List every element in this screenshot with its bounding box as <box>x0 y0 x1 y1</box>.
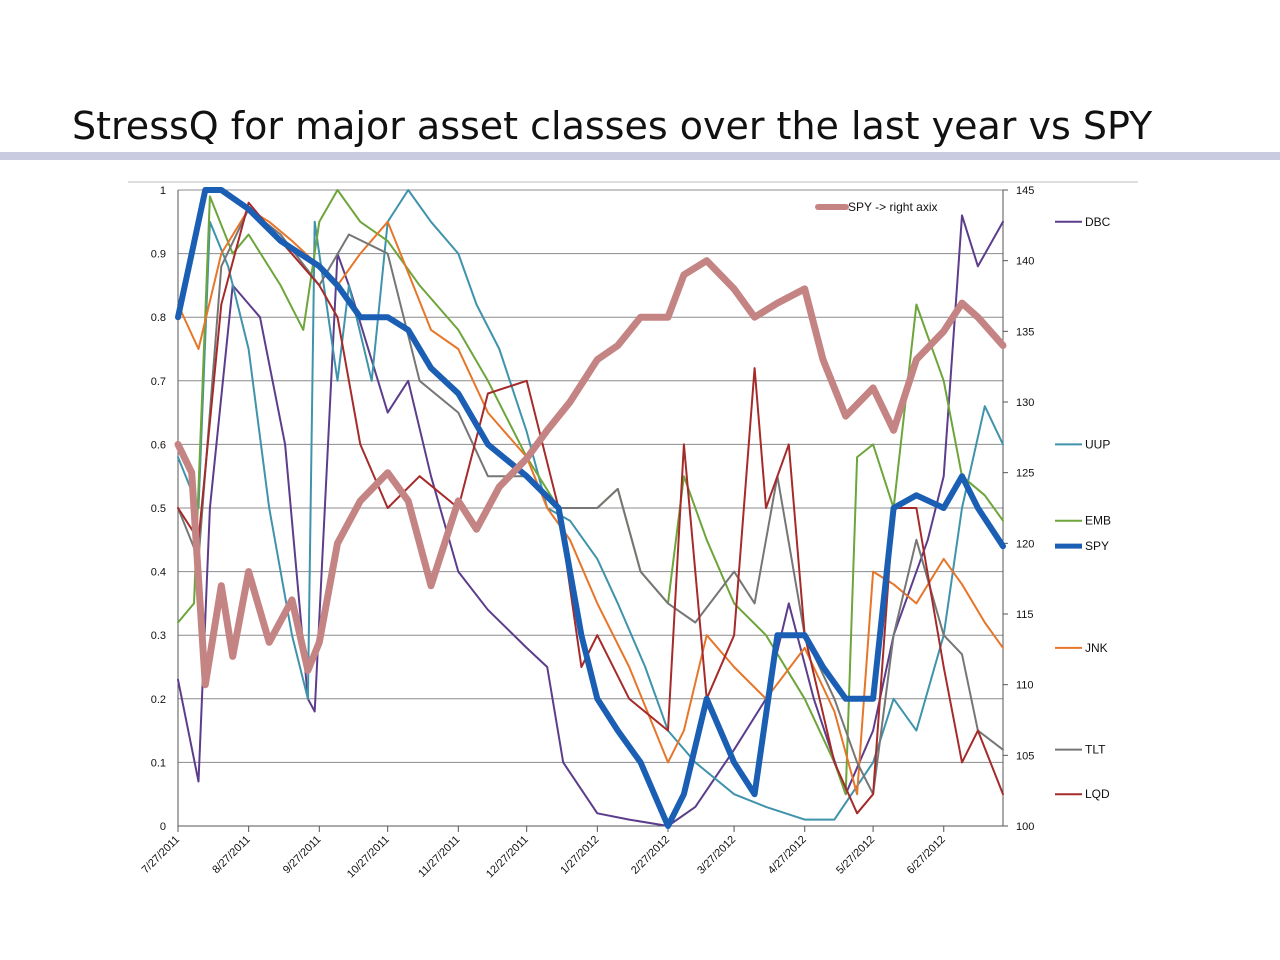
y-tick-left: 0.9 <box>151 249 166 261</box>
y-tick-left: 0 <box>160 821 166 833</box>
x-tick-label: 6/27/2012 <box>905 834 948 877</box>
y-tick-left: 1 <box>160 185 166 197</box>
y-tick-right: 145 <box>1016 185 1034 197</box>
slide-title: StressQ for major asset classes over the… <box>72 104 1153 148</box>
y-tick-right: 110 <box>1016 680 1034 692</box>
series-line-spy <box>175 187 1006 829</box>
legend-label: JNK <box>1085 641 1108 655</box>
y-tick-left: 0.6 <box>151 439 166 451</box>
legend-label: UUP <box>1085 437 1110 451</box>
legend-label: EMB <box>1085 514 1111 528</box>
x-tick-label: 9/27/2011 <box>281 834 324 877</box>
y-tick-right: 130 <box>1016 397 1034 409</box>
series-line-lqd <box>177 201 1004 815</box>
x-tick-label: 2/27/2012 <box>629 834 672 877</box>
x-tick-label: 8/27/2011 <box>210 834 253 877</box>
y-tick-left: 0.3 <box>151 630 166 642</box>
legend-label: LQD <box>1085 787 1110 801</box>
y-tick-left: 0.7 <box>151 376 166 388</box>
inline-legend-label: SPY -> right axix <box>848 200 937 214</box>
x-tick-label: 5/27/2012 <box>834 834 877 877</box>
series-lines <box>174 187 1007 829</box>
x-tick-label: 11/27/2011 <box>416 834 462 880</box>
y-tick-right: 135 <box>1016 326 1034 338</box>
legend-label: TLT <box>1085 743 1106 757</box>
series-line-uup <box>177 189 1004 821</box>
y-tick-left: 0.8 <box>151 312 166 324</box>
y-tick-right: 125 <box>1016 468 1034 480</box>
y-tick-left: 0.5 <box>151 503 166 515</box>
y-tick-right: 100 <box>1016 821 1034 833</box>
legend-label: DBC <box>1085 215 1111 229</box>
x-tick-label: 10/27/2011 <box>345 834 392 881</box>
x-tick-label: 1/27/2012 <box>558 834 601 877</box>
series-line-spy-price <box>174 257 1007 689</box>
title-underline <box>0 152 1280 160</box>
y-tick-right: 120 <box>1016 538 1034 550</box>
y-tick-right: 115 <box>1016 609 1034 621</box>
y-tick-left: 0.2 <box>151 694 166 706</box>
x-tick-label: 4/27/2012 <box>766 834 809 877</box>
y-tick-right: 105 <box>1016 750 1034 762</box>
x-tick-label: 3/27/2012 <box>695 834 738 877</box>
series-line-dbc <box>177 214 1004 827</box>
x-tick-label: 12/27/2011 <box>484 834 531 881</box>
legend: DBC UUP EMB SPY JNK TLT LQD SPY -> right axix <box>815 200 1111 801</box>
y-tick-left: 0.1 <box>151 757 166 769</box>
y-tick-left: 0.4 <box>151 567 166 579</box>
x-tick-label: 7/27/2011 <box>140 834 183 877</box>
y-tick-right: 140 <box>1016 256 1034 268</box>
legend-label: SPY <box>1085 539 1109 553</box>
